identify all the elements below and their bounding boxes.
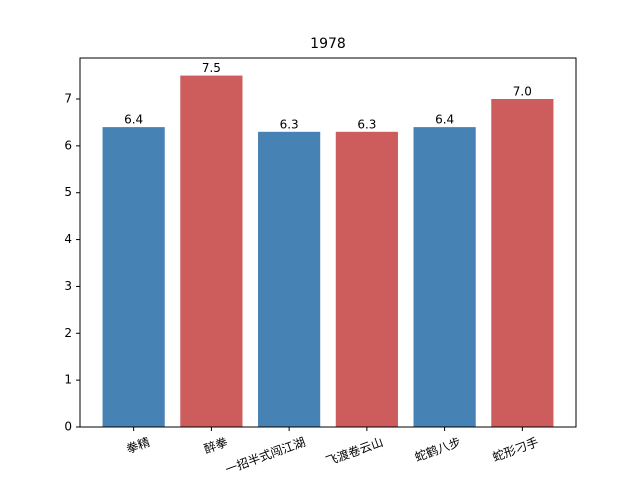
y-tick-label: 0 bbox=[64, 420, 72, 434]
bar bbox=[258, 131, 321, 428]
value-label: 6.4 bbox=[124, 113, 143, 127]
y-tick-label: 7 bbox=[64, 92, 72, 106]
y-tick-label: 3 bbox=[64, 279, 72, 293]
y-tick-label: 5 bbox=[64, 185, 72, 199]
plot-frame bbox=[79, 57, 577, 428]
bar bbox=[102, 127, 165, 427]
bar bbox=[413, 127, 476, 427]
value-label: 6.4 bbox=[435, 113, 454, 127]
value-label: 7.0 bbox=[513, 85, 532, 99]
y-tick-label: 6 bbox=[64, 138, 72, 152]
bar bbox=[335, 131, 398, 428]
y-tick-label: 4 bbox=[64, 232, 72, 246]
bar bbox=[180, 75, 243, 428]
y-tick-label: 2 bbox=[64, 326, 72, 340]
value-label: 6.3 bbox=[357, 117, 376, 131]
y-tick-label: 1 bbox=[64, 373, 72, 387]
value-label: 7.5 bbox=[202, 61, 221, 75]
chart-title: 1978 bbox=[310, 36, 346, 52]
bar bbox=[491, 99, 554, 427]
value-label: 6.3 bbox=[280, 117, 299, 131]
